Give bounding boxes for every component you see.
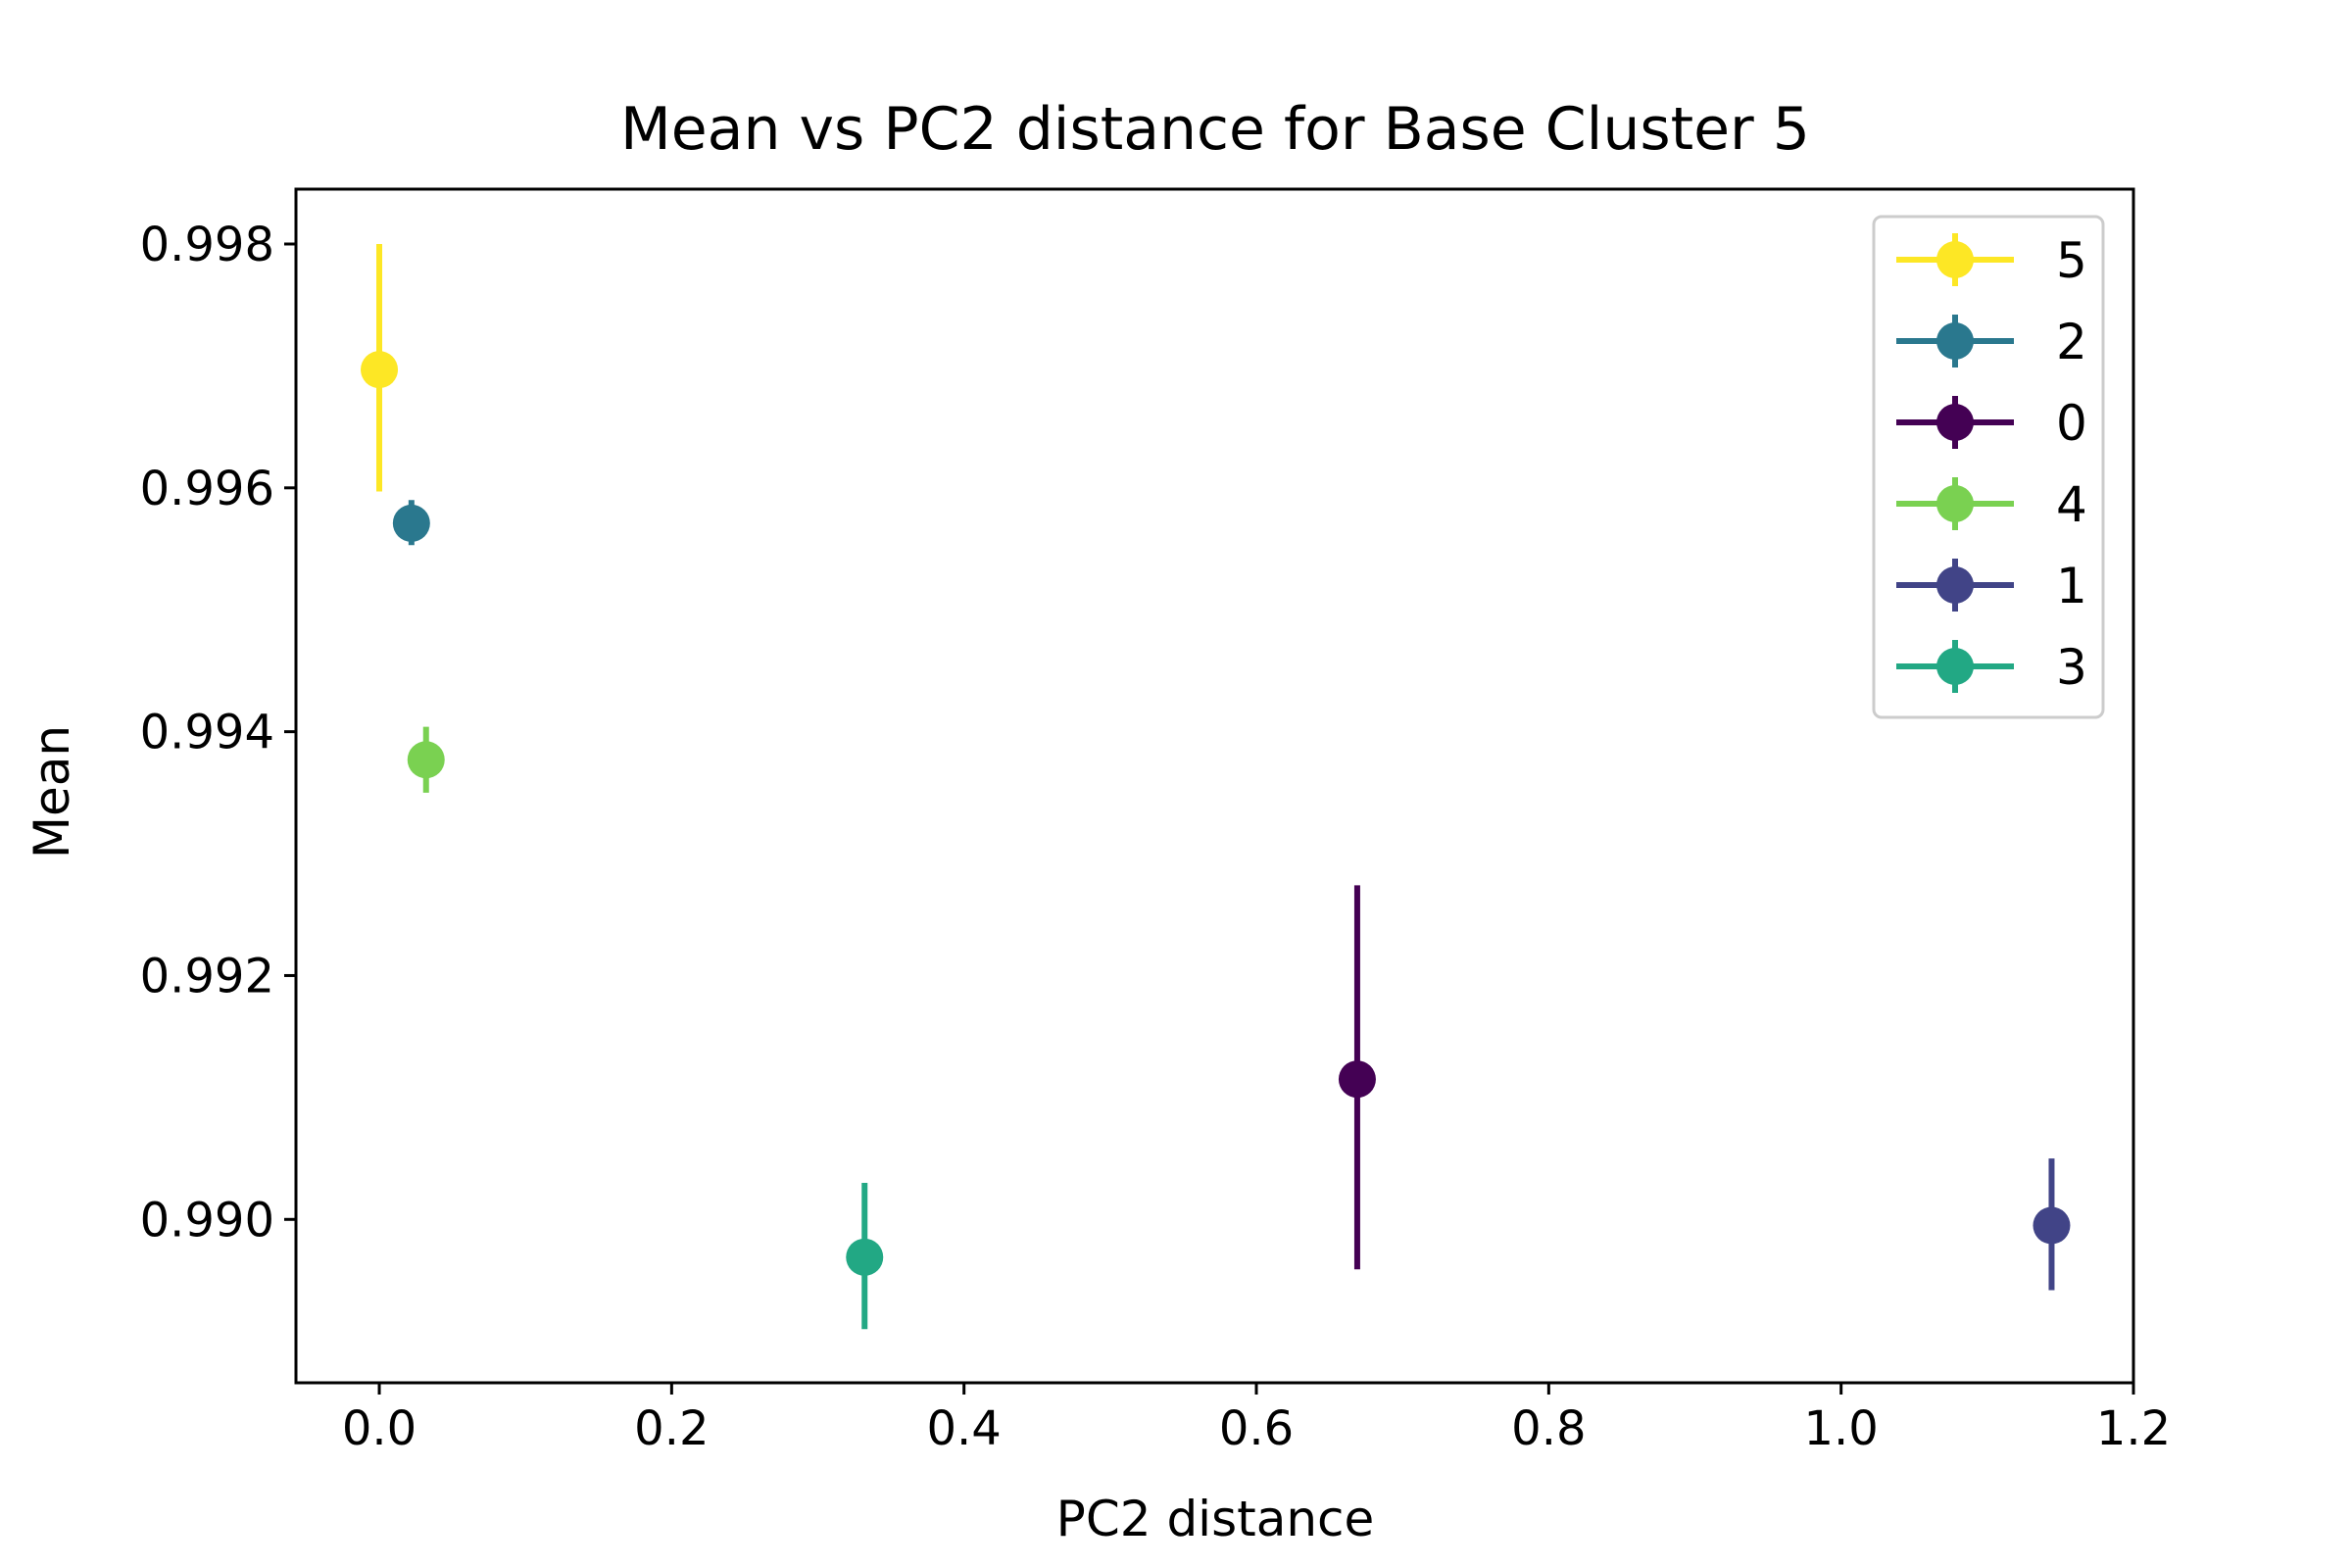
- legend-marker: [1936, 566, 1974, 604]
- y-tick-label: 0.992: [140, 949, 274, 1004]
- x-tick-label: 1.2: [2096, 1401, 2171, 1456]
- legend-item-4: 4: [1896, 476, 2087, 533]
- data-point: [361, 351, 399, 389]
- series-2: [392, 500, 430, 546]
- y-axis-ticks: 0.990 0.992 0.994 0.996 0.998: [140, 218, 296, 1248]
- legend-marker: [1936, 322, 1974, 360]
- series-0: [1338, 885, 1376, 1270]
- legend-label: 4: [2056, 476, 2087, 533]
- x-axis-label: PC2 distance: [1056, 1491, 1375, 1547]
- legend-item-1: 1: [1896, 558, 2087, 614]
- legend-marker: [1936, 485, 1974, 522]
- x-tick-label: 0.4: [927, 1401, 1002, 1456]
- series-1: [2033, 1158, 2071, 1291]
- legend-marker: [1936, 648, 1974, 685]
- data-point: [846, 1238, 884, 1276]
- legend-label: 5: [2056, 232, 2087, 289]
- legend-marker: [1936, 241, 1974, 278]
- legend-item-0: 0: [1896, 395, 2087, 452]
- series-4: [407, 726, 445, 793]
- series-layer: [361, 243, 2071, 1330]
- series-3: [846, 1182, 884, 1330]
- y-tick-label: 0.994: [140, 706, 274, 760]
- legend-item-5: 5: [1896, 232, 2087, 289]
- legend-label: 3: [2056, 639, 2087, 696]
- data-point: [2033, 1206, 2071, 1245]
- x-tick-label: 0.0: [342, 1401, 416, 1456]
- legend-label: 0: [2056, 395, 2087, 452]
- x-axis-ticks: 0.0 0.2 0.4 0.6 0.8 1.0 1.2: [342, 1383, 2171, 1456]
- legend-label: 1: [2056, 558, 2087, 614]
- legend-label: 2: [2056, 314, 2087, 370]
- y-tick-label: 0.996: [140, 462, 274, 516]
- data-point: [407, 741, 445, 779]
- legend: 5 2 0 4 1 3: [1872, 215, 2105, 719]
- chart-title: Mean vs PC2 distance for Base Cluster 5: [620, 95, 1810, 164]
- legend-marker: [1936, 404, 1974, 441]
- legend-items: 5 2 0 4 1 3: [1896, 232, 2087, 696]
- legend-item-2: 2: [1896, 314, 2087, 370]
- legend-item-3: 3: [1896, 639, 2087, 696]
- x-tick-label: 1.0: [1803, 1401, 1878, 1456]
- x-tick-label: 0.6: [1219, 1401, 1294, 1456]
- y-tick-label: 0.990: [140, 1193, 274, 1248]
- y-axis-label: Mean: [24, 725, 80, 858]
- y-tick-label: 0.998: [140, 218, 274, 272]
- data-point: [1338, 1060, 1376, 1099]
- x-tick-label: 0.2: [634, 1401, 709, 1456]
- x-tick-label: 0.8: [1511, 1401, 1586, 1456]
- data-point: [392, 504, 430, 542]
- series-5: [361, 243, 399, 492]
- plot-frame: [294, 187, 2135, 1385]
